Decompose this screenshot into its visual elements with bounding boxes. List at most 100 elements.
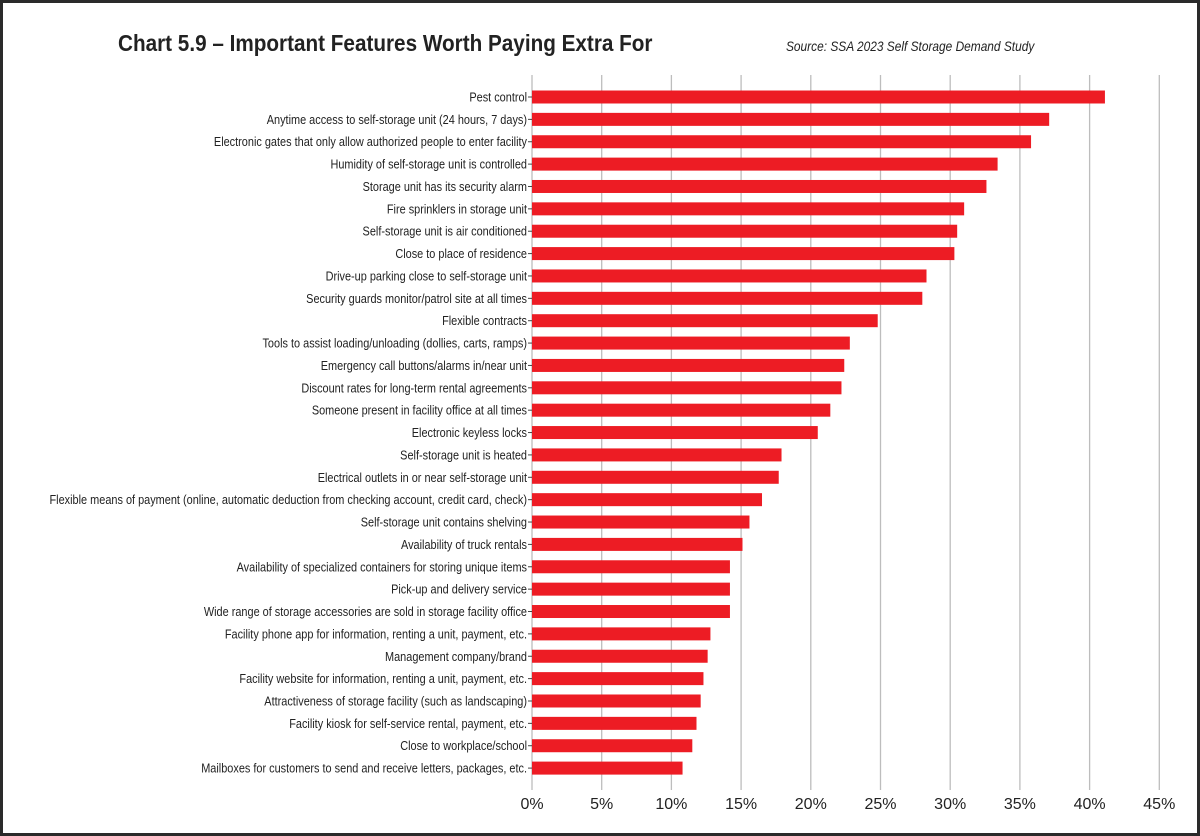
category-label-group: Humidity of self-storage unit is control… xyxy=(330,157,527,172)
category-label-group: Drive-up parking close to self-storage u… xyxy=(326,269,528,284)
category-label-group: Mailboxes for customers to send and rece… xyxy=(201,761,527,776)
category-label-group: Self-storage unit is air conditioned xyxy=(363,224,527,239)
category-label-group: Facility website for information, rentin… xyxy=(239,671,527,686)
chart-source: Source: SSA 2023 Self Storage Demand Stu… xyxy=(786,38,1035,54)
bar xyxy=(532,90,1105,104)
category-label: Availability of truck rentals xyxy=(401,537,527,552)
bar xyxy=(532,202,965,216)
category-label-group: Electronic keyless locks xyxy=(412,425,527,440)
bar xyxy=(532,426,818,440)
category-label: Attractiveness of storage facility (such… xyxy=(264,694,527,709)
category-label: Self-storage unit contains shelving xyxy=(361,515,527,530)
category-label: Security guards monitor/patrol site at a… xyxy=(306,291,527,306)
category-label: Wide range of storage accessories are so… xyxy=(204,604,527,619)
bar xyxy=(532,358,845,372)
bar xyxy=(532,470,779,484)
x-tick-label: 30% xyxy=(934,796,966,813)
category-label: Self-storage unit is heated xyxy=(400,448,527,463)
x-tick-label: 20% xyxy=(795,796,827,813)
category-label: Close to place of residence xyxy=(395,246,527,261)
bar xyxy=(532,694,701,708)
category-label-group: Close to place of residence xyxy=(395,246,527,261)
x-tick-label: 10% xyxy=(655,796,687,813)
x-tick-label: 0% xyxy=(520,796,543,813)
category-label: Anytime access to self-storage unit (24 … xyxy=(267,112,527,127)
category-label-group: Pick-up and delivery service xyxy=(391,582,527,597)
category-label: Facility website for information, rentin… xyxy=(239,671,527,686)
category-label: Management company/brand xyxy=(385,649,527,664)
category-label: Fire sprinklers in storage unit xyxy=(387,201,528,216)
x-tick-label: 35% xyxy=(1004,796,1036,813)
category-label: Facility phone app for information, rent… xyxy=(225,626,527,641)
category-label-group: Security guards monitor/patrol site at a… xyxy=(306,291,527,306)
category-label-group: Flexible means of payment (online, autom… xyxy=(50,492,527,507)
category-label-group: Tools to assist loading/unloading (dolli… xyxy=(262,336,527,351)
category-label-group: Attractiveness of storage facility (such… xyxy=(264,694,527,709)
bar xyxy=(532,269,927,283)
bar xyxy=(532,605,730,619)
category-label-group: Availability of specialized containers f… xyxy=(237,559,527,574)
bar xyxy=(532,179,987,193)
bar xyxy=(532,672,704,686)
x-tick-label: 25% xyxy=(864,796,896,813)
x-tick-label: 40% xyxy=(1074,796,1106,813)
bar xyxy=(532,560,730,574)
category-label-group: Someone present in facility office at al… xyxy=(312,403,527,418)
category-label-group: Management company/brand xyxy=(385,649,527,664)
category-label-group: Electronic gates that only allow authori… xyxy=(214,134,527,149)
category-label-group: Facility kiosk for self-service rental, … xyxy=(289,716,527,731)
category-label: Electronic keyless locks xyxy=(412,425,527,440)
bar xyxy=(532,314,878,328)
category-label: Self-storage unit is air conditioned xyxy=(363,224,527,239)
bar xyxy=(532,761,683,775)
category-label: Flexible contracts xyxy=(442,313,527,328)
category-label: Close to workplace/school xyxy=(400,738,527,753)
bar xyxy=(532,739,693,753)
bar xyxy=(532,157,998,171)
category-label-group: Anytime access to self-storage unit (24 … xyxy=(267,112,527,127)
category-label-group: Self-storage unit is heated xyxy=(400,448,527,463)
category-label: Availability of specialized containers f… xyxy=(237,559,527,574)
category-label-group: Fire sprinklers in storage unit xyxy=(387,201,528,216)
category-label: Drive-up parking close to self-storage u… xyxy=(326,269,528,284)
category-label-group: Self-storage unit contains shelving xyxy=(361,515,527,530)
category-label-group: Emergency call buttons/alarms in/near un… xyxy=(321,358,528,373)
category-label: Storage unit has its security alarm xyxy=(363,179,527,194)
category-label-group: Discount rates for long-term rental agre… xyxy=(301,380,527,395)
bar xyxy=(532,403,831,417)
category-label: Someone present in facility office at al… xyxy=(312,403,527,418)
category-label: Pest control xyxy=(469,90,527,105)
bar xyxy=(532,291,923,305)
category-label-group: Storage unit has its security alarm xyxy=(363,179,527,194)
bar xyxy=(532,135,1032,149)
category-label-group: Wide range of storage accessories are so… xyxy=(204,604,527,619)
category-label-group: Pest control xyxy=(469,90,527,105)
category-label-group: Availability of truck rentals xyxy=(401,537,527,552)
category-label-group: Close to workplace/school xyxy=(400,738,527,753)
bar xyxy=(532,493,763,507)
category-label: Flexible means of payment (online, autom… xyxy=(50,492,527,507)
bar xyxy=(532,582,730,596)
bar xyxy=(532,224,958,238)
x-tick-label: 45% xyxy=(1143,796,1175,813)
x-tick-label: 5% xyxy=(590,796,613,813)
category-label-group: Flexible contracts xyxy=(442,313,527,328)
bar xyxy=(532,515,750,529)
bar xyxy=(532,247,955,261)
category-label: Facility kiosk for self-service rental, … xyxy=(289,716,527,731)
category-label: Tools to assist loading/unloading (dolli… xyxy=(262,336,527,351)
category-label: Pick-up and delivery service xyxy=(391,582,527,597)
category-label: Humidity of self-storage unit is control… xyxy=(330,157,527,172)
bar xyxy=(532,112,1050,126)
bar xyxy=(532,381,842,395)
category-label-group: Facility phone app for information, rent… xyxy=(225,626,527,641)
chart-title: Chart 5.9 – Important Features Worth Pay… xyxy=(118,30,653,56)
category-label-group: Electrical outlets in or near self-stora… xyxy=(318,470,528,485)
x-tick-label: 15% xyxy=(725,796,757,813)
category-label: Electronic gates that only allow authori… xyxy=(214,134,527,149)
bar xyxy=(532,448,782,462)
bar xyxy=(532,336,850,350)
category-label: Mailboxes for customers to send and rece… xyxy=(201,761,527,776)
category-label: Discount rates for long-term rental agre… xyxy=(301,380,527,395)
